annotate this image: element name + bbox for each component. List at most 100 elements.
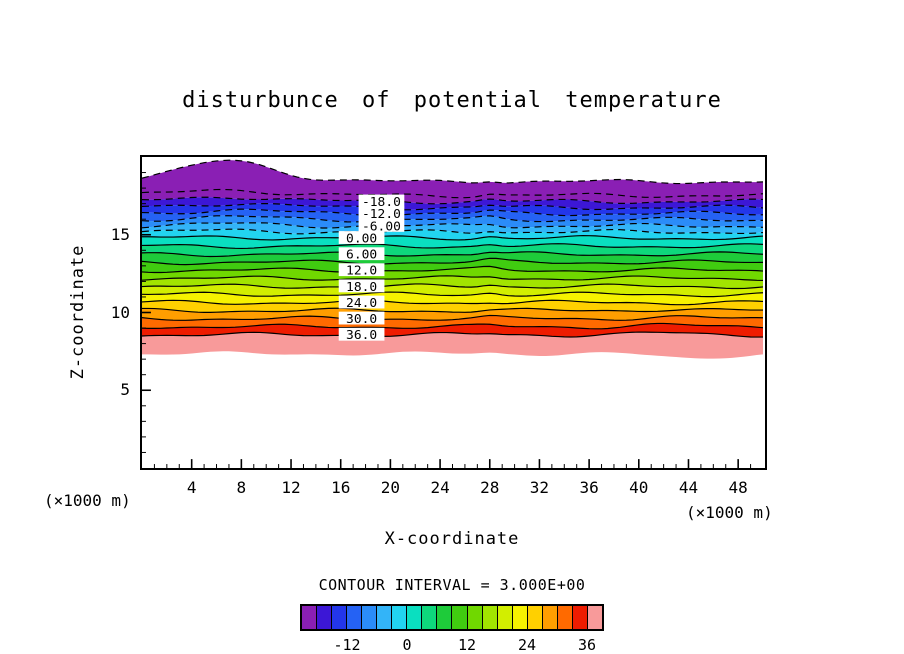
y-tick-label: 5: [120, 380, 130, 400]
contour-label: -18.0: [362, 195, 401, 210]
contour-line: [142, 196, 763, 205]
colorbar-cell: [377, 606, 393, 629]
colorbar-cell: [422, 606, 438, 629]
contour-label-box: [358, 206, 405, 220]
contour-label-box: [338, 311, 385, 325]
contour-line: [142, 208, 763, 217]
colorbar-tick-label: 0: [402, 636, 412, 654]
colorbar-cell: [347, 606, 363, 629]
colorbar-cell: [467, 606, 483, 629]
colorbar-cell: [482, 606, 498, 629]
contour-label: 6.00: [346, 248, 377, 263]
colorbar-cell: [527, 606, 543, 629]
contour-line: [142, 291, 763, 298]
x-tick-label: 48: [728, 478, 748, 497]
contour-band: [142, 229, 763, 240]
contour-band: [142, 258, 763, 273]
y-tick-label: 10: [110, 302, 130, 322]
contour-line: [142, 314, 763, 321]
contour-band: [142, 251, 763, 265]
x-tick-label: 16: [331, 478, 351, 497]
contour-line: [142, 331, 763, 338]
chart-title: disturbunce of potential temperature: [182, 88, 722, 113]
colorbar-cell: [332, 606, 348, 629]
contour-line: [142, 243, 763, 250]
contour-interval-note: CONTOUR INTERVAL = 3.000E+00: [318, 576, 586, 594]
colorbar-tick-label: 36: [577, 636, 597, 654]
contour-label: 18.0: [346, 280, 377, 295]
contour-band: [142, 332, 763, 359]
contour-line: [142, 283, 763, 290]
axis-ticks: [142, 172, 752, 468]
colorbar-cell: [362, 606, 378, 629]
contour-band: [142, 243, 763, 257]
contour-label-box: [338, 279, 385, 293]
contour-band: [142, 315, 763, 329]
contour-value-labels: -18.0-12.0-6.000.00 6.0012.018.024.030.03…: [338, 194, 405, 343]
colorbar-cell: [407, 606, 423, 629]
x-tick-label: 20: [380, 478, 401, 497]
contour-line: [142, 203, 763, 211]
contour-line: [142, 251, 763, 258]
contour-label: 36.0: [346, 328, 377, 343]
contour-line: [142, 222, 763, 229]
contour-band: [142, 215, 763, 228]
contour-line: [142, 159, 763, 185]
colorbar-cell: [437, 606, 453, 629]
x-tick-label: 8: [236, 478, 247, 497]
x-tick-label: 44: [678, 478, 699, 497]
colorbar-cell: [557, 606, 573, 629]
colorbar-cell: [542, 606, 558, 629]
colorbar-cell: [392, 606, 408, 629]
y-axis-title: Z-coordinate: [68, 244, 88, 380]
plot-frame: -18.0 -12.0 -6.00 0.00 6.00 12.0 18.0 24.0 30.0 3…: [140, 155, 767, 470]
colorbar-tick-label: 12: [457, 636, 477, 654]
contour-label: -6.00: [362, 219, 401, 234]
x-unit-left: (×1000 m): [44, 491, 131, 510]
contour-line: [142, 299, 763, 306]
contour-label-box: [338, 263, 385, 277]
colorbar-cell: [587, 606, 602, 629]
colorbar-cell: [452, 606, 468, 629]
x-tick-label: 4: [186, 478, 197, 497]
contour-line: [142, 322, 763, 330]
contour-label-box: [338, 327, 385, 341]
contour-label-box: [338, 247, 385, 261]
x-tick-label: 36: [579, 478, 599, 497]
contour-line: [142, 307, 763, 313]
contour-line: [142, 234, 763, 241]
contour-label-box: [338, 231, 385, 244]
contour-line: [142, 265, 763, 274]
contour-label-box: [338, 295, 385, 309]
contour-band: [142, 160, 763, 204]
contour-line: [142, 228, 763, 235]
contour-label: 30.0: [346, 312, 377, 327]
colorbar-cell: [512, 606, 528, 629]
x-unit-right: (×1000 m): [686, 503, 773, 522]
contour-line: [142, 215, 763, 223]
contour-label: 0.00: [346, 231, 377, 246]
contour-label-box: [358, 194, 405, 208]
x-tick-label: 28: [480, 478, 500, 497]
contour-band: [142, 209, 763, 222]
colorbar-tick-label: -12: [333, 636, 361, 654]
contour-line: [142, 188, 763, 199]
x-tick-label: 24: [430, 478, 450, 497]
contour-line: [142, 275, 763, 282]
contour-band: [142, 203, 763, 216]
contour-label: 24.0: [346, 296, 377, 311]
contour-label-box: [358, 218, 405, 232]
colorbar-cell: [302, 606, 318, 629]
contour-line: [142, 257, 763, 266]
contour-label: 12.0: [346, 264, 377, 279]
contour-band: [142, 275, 763, 289]
contour-field: -18.0-12.0-6.000.00 6.0012.018.024.030.03…: [142, 159, 763, 468]
x-tick-label: 32: [529, 478, 550, 497]
colorbar-tick-label: 24: [517, 636, 537, 654]
x-tick-label: 12: [281, 478, 301, 497]
y-tick-label: 15: [110, 224, 130, 244]
contour-bands: [142, 160, 763, 359]
contour-band: [142, 266, 763, 281]
colorbar-cell: [317, 606, 333, 629]
